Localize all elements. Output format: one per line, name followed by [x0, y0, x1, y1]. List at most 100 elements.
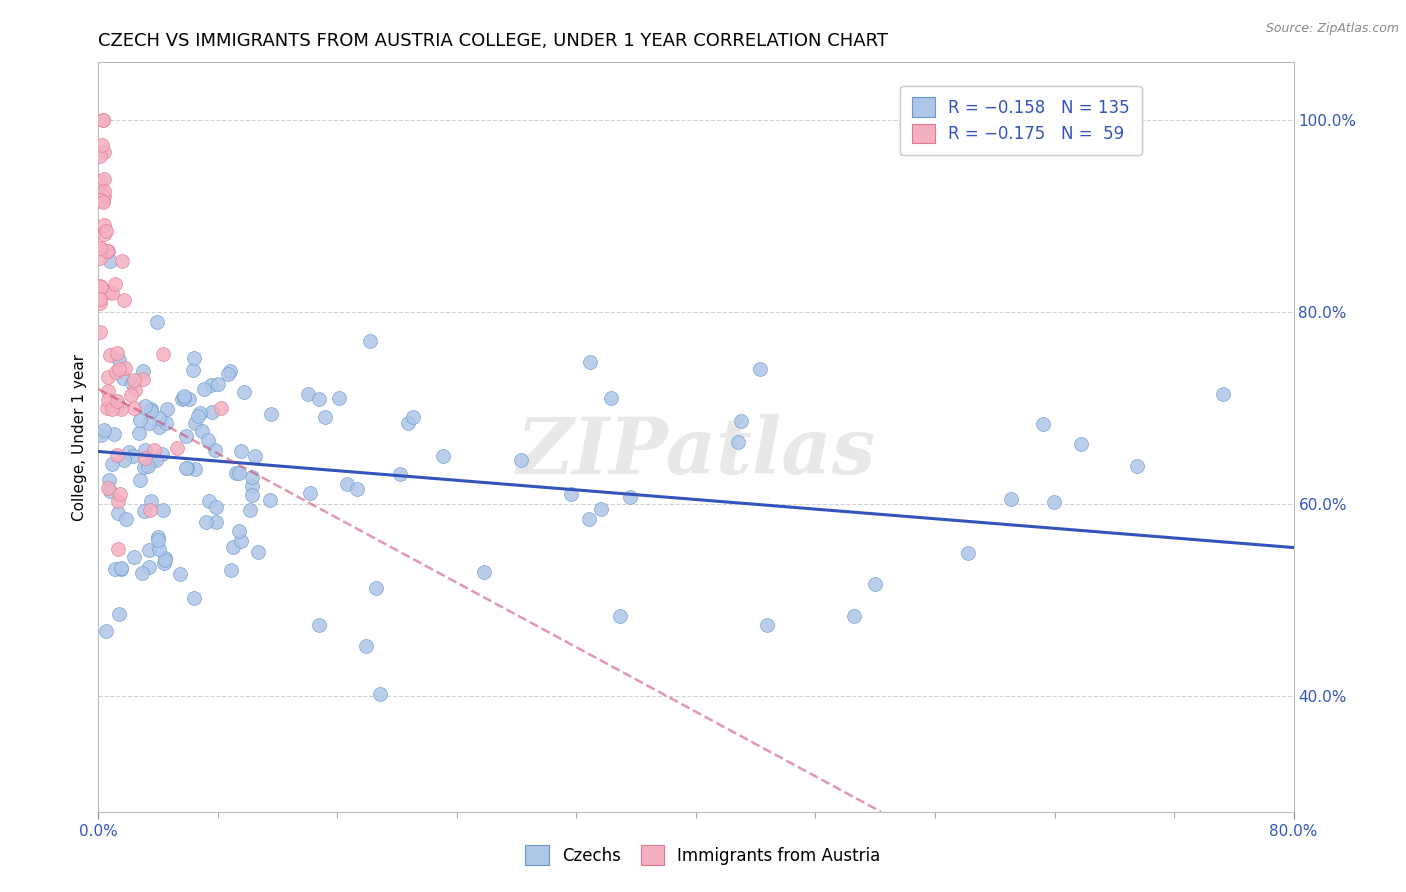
Point: [91, 242, 114, 256]
Point: [179, 392, 201, 406]
Point: [844, 609, 866, 624]
Point: [134, 400, 156, 414]
Point: [105, 393, 128, 408]
Point: [100, 285, 122, 300]
Point: [174, 460, 197, 475]
Point: [260, 407, 283, 421]
Point: [197, 433, 219, 447]
Point: [146, 531, 169, 545]
Point: [89, 174, 111, 188]
Point: [121, 376, 143, 390]
Point: [134, 450, 156, 465]
Point: [110, 402, 132, 417]
Point: [91, 194, 114, 209]
Point: [142, 442, 165, 457]
Point: [107, 493, 129, 508]
Point: [91, 113, 114, 128]
Point: [354, 640, 377, 654]
Point: [359, 334, 381, 348]
Point: [183, 351, 205, 366]
Point: [368, 687, 391, 701]
Point: [204, 500, 226, 514]
Point: [129, 473, 152, 487]
Point: [225, 466, 247, 480]
Point: [93, 227, 115, 241]
Point: [89, 194, 111, 208]
Point: [153, 556, 176, 570]
Point: [336, 476, 359, 491]
Point: [183, 591, 205, 606]
Point: [472, 565, 495, 579]
Point: [138, 416, 160, 430]
Point: [148, 420, 170, 434]
Point: [97, 384, 120, 398]
Point: [730, 414, 752, 428]
Point: [101, 402, 124, 417]
Point: [115, 512, 138, 526]
Point: [124, 383, 146, 397]
Point: [100, 484, 122, 499]
Point: [560, 487, 582, 501]
Point: [153, 553, 176, 567]
Point: [104, 562, 127, 576]
Point: [148, 411, 170, 425]
Point: [153, 551, 176, 566]
Point: [510, 452, 533, 467]
Point: [1043, 495, 1066, 509]
Point: [139, 494, 162, 508]
Point: [755, 618, 778, 632]
Point: [146, 315, 169, 329]
Point: [97, 481, 120, 495]
Point: [169, 566, 191, 581]
Point: [173, 389, 195, 403]
Point: [112, 453, 135, 467]
Point: [108, 353, 131, 368]
Point: [89, 184, 111, 198]
Point: [578, 512, 600, 526]
Point: [193, 382, 215, 396]
Point: [166, 442, 188, 456]
Point: [155, 417, 177, 431]
Point: [131, 566, 153, 580]
Point: [749, 362, 772, 376]
Point: [308, 392, 330, 406]
Point: [104, 277, 127, 291]
Point: [96, 401, 118, 416]
Point: [120, 388, 142, 402]
Text: ZIPatlas: ZIPatlas: [516, 414, 876, 491]
Point: [239, 503, 262, 517]
Point: [93, 424, 115, 438]
Point: [96, 244, 118, 258]
Point: [98, 348, 121, 362]
Point: [170, 392, 193, 406]
Point: [105, 448, 128, 462]
Point: [97, 473, 120, 487]
Point: [217, 368, 239, 382]
Legend: R = −0.158   N = 135, R = −0.175   N =  59: R = −0.158 N = 135, R = −0.175 N = 59: [900, 86, 1142, 155]
Point: [240, 488, 263, 502]
Point: [218, 364, 240, 378]
Point: [228, 524, 250, 539]
Point: [957, 546, 980, 560]
Point: [122, 449, 145, 463]
Point: [242, 479, 264, 493]
Point: [90, 428, 112, 442]
Point: [198, 494, 221, 508]
Point: [134, 442, 156, 457]
Point: [110, 487, 132, 501]
Point: [94, 624, 117, 639]
Point: [107, 362, 129, 376]
Point: [110, 560, 132, 574]
Point: [96, 244, 118, 258]
Point: [308, 618, 330, 632]
Point: [1032, 417, 1054, 432]
Point: [229, 444, 252, 458]
Point: [91, 194, 114, 208]
Point: [388, 467, 411, 482]
Point: [93, 171, 115, 186]
Point: [107, 542, 129, 557]
Point: [145, 452, 167, 467]
Point: [114, 360, 136, 375]
Point: [128, 413, 150, 427]
Point: [205, 515, 228, 529]
